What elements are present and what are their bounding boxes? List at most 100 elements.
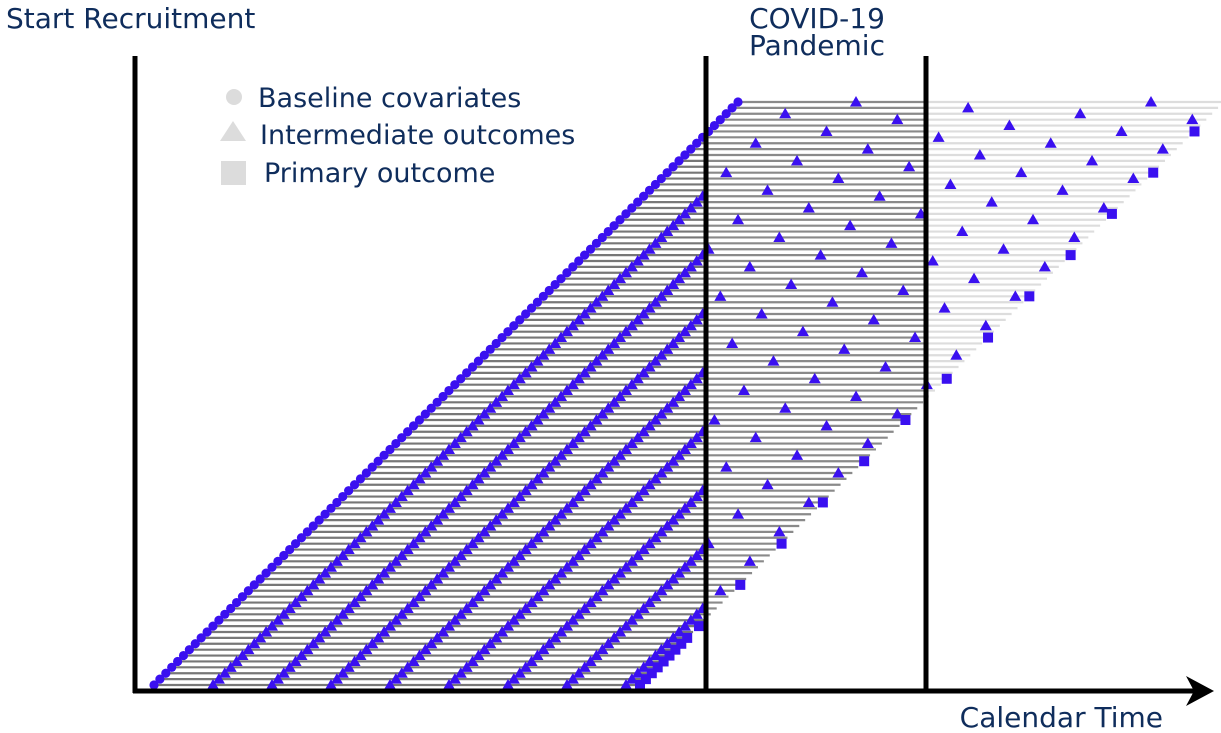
intermediate-outcome-marker xyxy=(773,231,786,242)
intermediate-outcome-marker xyxy=(608,631,621,643)
intermediate-outcome-marker xyxy=(1044,137,1057,148)
intermediate-outcome-marker xyxy=(737,384,750,396)
intermediate-outcome-marker xyxy=(407,537,420,549)
intermediate-outcome-marker xyxy=(962,101,975,113)
intermediate-outcome-marker xyxy=(850,96,862,107)
intermediate-outcome-marker xyxy=(673,331,686,343)
intermediate-outcome-marker xyxy=(413,531,426,543)
intermediate-outcome-marker xyxy=(501,561,514,572)
baseline-covariate-marker xyxy=(279,550,289,561)
primary-outcome-marker xyxy=(735,579,746,590)
intermediate-outcome-marker xyxy=(850,390,863,401)
intermediate-outcome-marker xyxy=(389,496,402,507)
intermediate-outcome-marker xyxy=(460,484,473,496)
intermediate-outcome-marker xyxy=(643,537,656,549)
primary-outcome-marker xyxy=(658,656,669,667)
baseline-covariate-marker xyxy=(302,527,312,537)
baseline-covariate-marker xyxy=(397,433,407,443)
intermediate-outcome-marker xyxy=(631,490,644,502)
intermediate-outcome-marker xyxy=(443,679,455,690)
intermediate-outcome-marker xyxy=(478,643,491,655)
intermediate-outcome-marker xyxy=(260,626,273,637)
intermediate-outcome-marker xyxy=(655,290,668,301)
primary-outcome-marker xyxy=(652,662,663,673)
baseline-covariate-marker xyxy=(414,415,425,425)
intermediate-outcome-marker xyxy=(861,437,874,449)
intermediate-outcome-marker xyxy=(979,319,992,331)
intermediate-outcome-marker xyxy=(673,626,686,637)
baseline-covariate-marker xyxy=(562,268,572,278)
intermediate-outcome-marker xyxy=(543,402,556,413)
intermediate-outcome-marker xyxy=(525,596,538,608)
intermediate-outcome-marker xyxy=(437,567,450,578)
intermediate-outcome-marker xyxy=(649,649,662,661)
legend-intermediate-label: Intermediate outcomes xyxy=(260,120,575,151)
baseline-covariate-marker xyxy=(290,539,301,549)
baseline-covariate-marker xyxy=(296,533,307,543)
intermediate-outcome-marker xyxy=(779,107,792,119)
intermediate-outcome-marker xyxy=(684,437,697,449)
intermediate-outcome-marker xyxy=(667,631,680,643)
intermediate-outcome-marker xyxy=(684,555,697,566)
intermediate-outcome-marker xyxy=(336,549,349,560)
intermediate-outcome-marker xyxy=(478,408,491,419)
intermediate-outcome-marker xyxy=(590,531,603,543)
baseline-covariate-marker xyxy=(497,332,507,343)
intermediate-outcome-marker xyxy=(678,502,691,513)
baseline-covariate-marker xyxy=(438,391,448,402)
intermediate-outcome-marker xyxy=(490,573,503,584)
intermediate-outcome-marker xyxy=(254,631,267,643)
intermediate-outcome-marker xyxy=(319,626,332,637)
intermediate-outcome-marker xyxy=(372,631,385,643)
intermediate-outcome-marker xyxy=(1003,119,1016,131)
intermediate-outcome-marker xyxy=(537,643,550,655)
intermediate-outcome-marker xyxy=(266,679,278,690)
intermediate-outcome-marker xyxy=(454,431,467,443)
baseline-covariate-marker xyxy=(650,179,661,190)
intermediate-outcome-marker xyxy=(661,225,674,237)
baseline-covariate-marker xyxy=(521,309,531,319)
intermediate-outcome-marker xyxy=(543,637,556,649)
intermediate-outcome-marker xyxy=(513,608,526,619)
baseline-covariate-marker xyxy=(627,203,637,213)
intermediate-outcome-marker xyxy=(684,378,697,390)
intermediate-outcome-marker xyxy=(531,414,544,425)
intermediate-outcome-marker xyxy=(555,449,568,460)
intermediate-outcome-marker xyxy=(625,496,638,507)
covid-label-line1: COVID-19 xyxy=(749,2,885,35)
intermediate-outcome-marker xyxy=(454,667,467,678)
intermediate-outcome-marker xyxy=(366,637,379,649)
baseline-covariate-marker xyxy=(615,215,625,225)
intermediate-outcome-marker xyxy=(584,478,597,490)
intermediate-outcome-marker xyxy=(460,661,473,672)
intermediate-outcome-marker xyxy=(466,655,479,666)
intermediate-outcome-marker xyxy=(401,661,414,672)
primary-outcome-marker xyxy=(1148,167,1159,178)
x-axis-arrowhead xyxy=(1186,676,1214,706)
intermediate-outcome-marker xyxy=(661,343,674,354)
intermediate-outcome-marker xyxy=(342,661,355,672)
intermediate-outcome-marker xyxy=(289,596,302,608)
intermediate-outcome-marker xyxy=(218,667,231,678)
intermediate-outcome-marker xyxy=(643,243,656,254)
intermediate-outcome-marker xyxy=(507,437,520,449)
intermediate-outcome-marker xyxy=(584,419,597,431)
intermediate-outcome-marker xyxy=(572,490,585,502)
intermediate-outcome-marker xyxy=(265,620,278,631)
intermediate-outcome-marker xyxy=(401,543,414,555)
intermediate-outcome-marker xyxy=(319,567,332,578)
baseline-covariate-marker xyxy=(344,486,354,496)
intermediate-outcome-marker xyxy=(413,590,426,602)
primary-outcome-marker xyxy=(682,632,693,643)
intermediate-outcome-marker xyxy=(720,166,733,178)
baseline-covariate-marker xyxy=(580,250,590,260)
intermediate-outcome-marker xyxy=(325,679,337,690)
intermediate-outcome-marker xyxy=(614,272,627,284)
baseline-covariate-marker xyxy=(692,138,702,148)
intermediate-outcome-marker xyxy=(637,602,650,613)
intermediate-outcome-marker xyxy=(608,514,621,525)
baseline-covariate-marker xyxy=(591,238,602,248)
intermediate-outcome-marker xyxy=(537,584,550,596)
baseline-covariate-marker xyxy=(609,221,619,231)
intermediate-outcome-marker xyxy=(661,520,674,531)
